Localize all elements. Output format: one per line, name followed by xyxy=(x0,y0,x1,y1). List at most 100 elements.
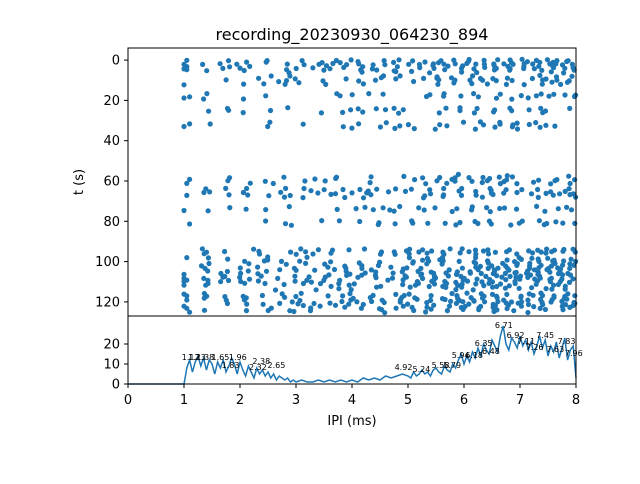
spike-dot xyxy=(358,305,364,311)
spike-dot xyxy=(310,65,316,71)
spike-dot xyxy=(445,273,451,279)
spike-dot xyxy=(332,302,339,308)
spike-dot xyxy=(285,105,291,111)
spike-dot xyxy=(514,251,520,257)
spike-dot xyxy=(561,258,567,264)
spike-dot xyxy=(473,260,479,266)
spike-dot xyxy=(518,93,524,99)
spike-dot xyxy=(432,205,438,211)
spike-dot xyxy=(485,265,491,271)
histogram-panel: 1.121.231.381.65 1.961.83 2.382.32 2.65 4.92… xyxy=(103,315,583,429)
spike-dot xyxy=(391,59,397,65)
spike-dot xyxy=(503,81,509,87)
spike-dot xyxy=(181,82,187,88)
spike-dot xyxy=(293,267,299,273)
spike-dot xyxy=(348,57,354,63)
spike-dot xyxy=(268,73,274,79)
spike-dot xyxy=(566,279,573,285)
spike-dot xyxy=(568,207,575,213)
spike-dot xyxy=(396,110,402,116)
spike-dot xyxy=(491,109,497,115)
spike-dot xyxy=(325,264,331,270)
spike-dot xyxy=(400,303,406,309)
raster-y-tick-label: 100 xyxy=(95,255,120,270)
spike-dot xyxy=(425,220,431,226)
spike-dot xyxy=(410,220,416,226)
spike-dot xyxy=(334,206,340,212)
spike-dot xyxy=(410,58,416,64)
spike-dot xyxy=(307,308,314,314)
spike-dot xyxy=(501,61,507,67)
spike-dot xyxy=(346,301,352,307)
peak-label: 5.24 xyxy=(412,365,430,374)
spike-dot xyxy=(562,286,568,292)
spike-dot xyxy=(321,187,327,193)
spike-dot xyxy=(224,300,230,307)
spike-dot xyxy=(272,287,279,293)
histogram-x-tick-label: 6 xyxy=(460,393,468,408)
spike-dot xyxy=(509,108,515,114)
spike-dot xyxy=(424,261,430,267)
spike-dot xyxy=(346,282,352,288)
spike-dot xyxy=(382,107,389,113)
spike-dot xyxy=(325,293,331,299)
spike-dot xyxy=(349,92,355,98)
raster-y-tick-label: 120 xyxy=(95,295,120,310)
spike-dot xyxy=(377,251,384,257)
spike-dot xyxy=(473,255,479,261)
spike-dot xyxy=(526,121,532,128)
spike-dot xyxy=(201,307,208,313)
spike-dot xyxy=(521,65,527,72)
spike-dot xyxy=(392,251,398,257)
spike-dot xyxy=(564,204,570,210)
spike-dot xyxy=(382,310,388,316)
spike-dot xyxy=(351,281,357,287)
spike-dot xyxy=(572,220,578,226)
spike-dot xyxy=(442,296,448,303)
spike-dot xyxy=(525,297,531,303)
spike-dot xyxy=(437,122,443,128)
peak-labels: 1.121.231.381.65 1.961.83 2.382.32 2.65 4.92… xyxy=(182,321,583,374)
spike-dot xyxy=(313,287,319,293)
spike-dot xyxy=(571,262,577,268)
spike-dot xyxy=(389,275,396,281)
spike-dot xyxy=(356,121,362,127)
spike-dot xyxy=(287,192,293,199)
spike-dot xyxy=(220,274,226,280)
spike-dot xyxy=(509,96,515,102)
spike-dot xyxy=(560,220,566,226)
spike-dot xyxy=(407,284,413,290)
raster-y-ticks: 0 20 40 60 80 100 120 xyxy=(95,54,128,310)
spike-dot xyxy=(247,180,253,186)
spike-dot xyxy=(567,304,573,310)
spike-dot xyxy=(317,281,324,287)
spike-dot xyxy=(453,300,459,306)
spike-dot xyxy=(256,251,263,257)
spike-dot xyxy=(263,268,270,274)
spike-dot xyxy=(466,175,472,181)
spike-dot xyxy=(567,272,574,278)
spike-dot xyxy=(449,290,455,297)
spike-dot xyxy=(537,124,543,130)
spike-dot xyxy=(551,91,557,97)
spike-dot xyxy=(262,178,268,184)
spike-dot xyxy=(552,123,558,129)
spike-dot xyxy=(551,282,557,288)
histogram-x-tick-label: 8 xyxy=(572,393,580,408)
spike-dot xyxy=(545,255,551,261)
spike-dot xyxy=(366,91,372,97)
spike-dot xyxy=(470,287,476,293)
spike-dot xyxy=(343,76,349,82)
spike-dot xyxy=(327,66,333,72)
spike-dot xyxy=(516,220,522,226)
spike-dot xyxy=(339,298,345,305)
spike-dot xyxy=(467,270,473,276)
spike-dot xyxy=(473,61,479,67)
spike-dot xyxy=(528,191,535,197)
spike-dot xyxy=(492,124,498,130)
spike-dot xyxy=(539,67,545,73)
spike-dot xyxy=(564,296,570,302)
histogram-frame xyxy=(127,315,577,385)
spike-dot xyxy=(416,249,422,255)
